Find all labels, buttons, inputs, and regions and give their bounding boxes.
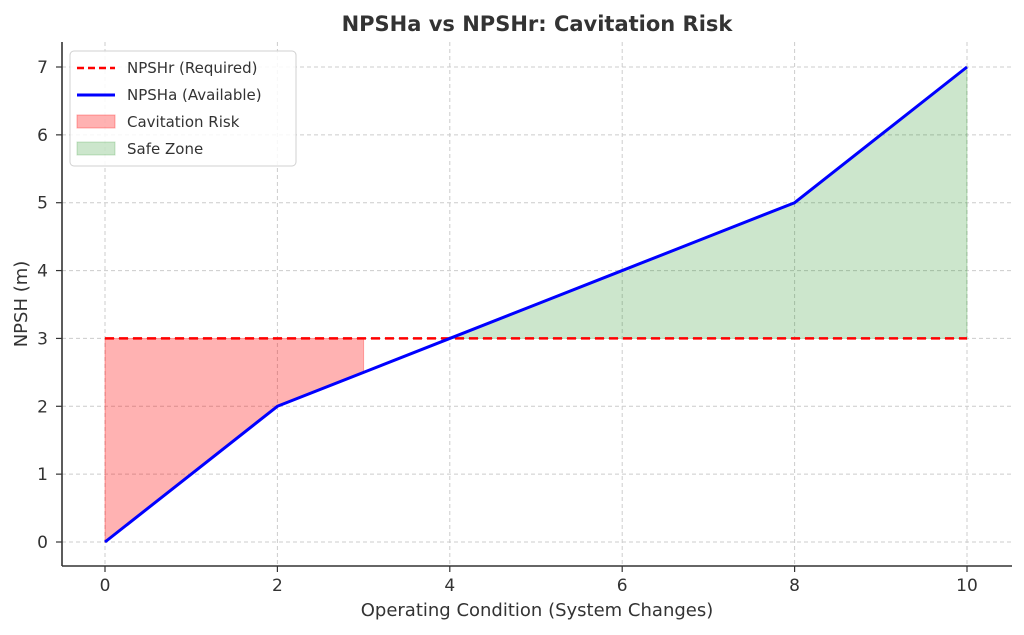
x-tick-label: 4: [444, 576, 455, 596]
legend-swatch-cavitation: [76, 114, 116, 129]
y-tick-label: 6: [37, 126, 48, 146]
x-tick-label: 0: [100, 576, 111, 596]
legend-frame: [69, 50, 297, 167]
y-tick-label: 1: [37, 465, 48, 485]
y-tick-label: 3: [37, 329, 48, 349]
series-lines: [104, 65, 968, 544]
legend-label-npsha: NPSHa (Available): [127, 86, 262, 104]
axes: [61, 42, 1012, 567]
x-tick-label: 8: [789, 576, 800, 596]
y-tick-label: 2: [37, 397, 48, 417]
x-axis-label: Operating Condition (System Changes): [361, 600, 714, 621]
y-tick-label: 5: [37, 194, 48, 214]
y-axis-label: NPSH (m): [11, 261, 32, 348]
legend-label-cavitation: Cavitation Risk: [127, 113, 240, 131]
x-tick-label: 10: [956, 576, 978, 596]
legend: NPSHr (Required) NPSHa (Available) Cavit…: [69, 50, 297, 167]
y-tick-label: 4: [37, 262, 48, 282]
legend-swatch-safe: [76, 141, 116, 156]
x-tick-label: 2: [272, 576, 283, 596]
x-tick-label: 6: [617, 576, 628, 596]
y-tick-label: 7: [37, 58, 48, 78]
chart-title: NPSHa vs NPSHr: Cavitation Risk: [342, 12, 734, 36]
legend-label-safe: Safe Zone: [127, 140, 203, 158]
ticks: 0 2 4 6 8 10 0 1 2 3 4 5 6 7: [37, 58, 978, 596]
y-tick-label: 0: [37, 533, 48, 553]
grid: [62, 42, 1012, 566]
legend-label-npshr: NPSHr (Required): [127, 59, 257, 77]
npsha-line: [104, 65, 968, 544]
